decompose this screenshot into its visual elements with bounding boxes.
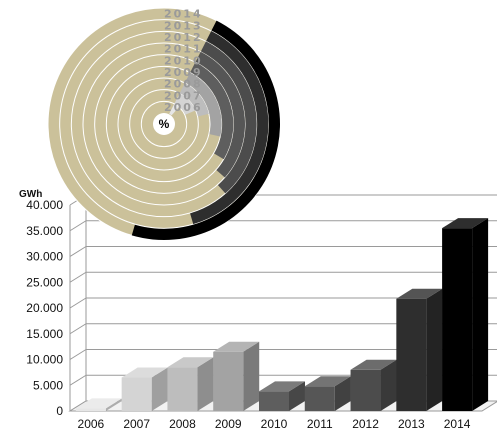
bar-front-face	[442, 228, 473, 411]
radial-segment-2008	[179, 82, 209, 117]
radial-ring-divider	[94, 54, 234, 194]
bar-front-face	[259, 391, 289, 411]
y-tick-label: 10.000	[26, 353, 63, 367]
y-tick-label: 0	[56, 404, 63, 418]
radial-ring-divider	[140, 100, 188, 148]
x-tick-label: 2009	[215, 417, 242, 431]
bar-side-face	[334, 376, 351, 411]
bar-2008	[167, 357, 214, 411]
radial-segment-2010	[190, 62, 234, 160]
bar-top-face	[442, 218, 489, 229]
y-tick-label: 35.000	[26, 224, 63, 238]
bar-front-face	[213, 351, 244, 411]
bar-front-face	[304, 386, 335, 411]
radial-ring-label: 2012	[164, 31, 203, 44]
radial-ring-label: 2006	[164, 101, 203, 114]
bar-side-face	[105, 398, 122, 411]
x-tick-label: 2007	[123, 417, 150, 431]
radial-center-label: %	[159, 117, 170, 131]
radial-ring-label: 2011	[164, 43, 203, 56]
bar-top-face	[121, 367, 168, 378]
radial-segment-2006	[169, 103, 179, 116]
bar-side-face	[289, 381, 305, 411]
radial-ring-label: 2013	[164, 19, 203, 32]
radial-ring-divider	[117, 77, 211, 171]
bar-2007	[121, 367, 168, 411]
bar-top-face	[304, 376, 351, 387]
bar-front-face	[396, 298, 427, 411]
bar-2009	[213, 341, 260, 411]
radial-ring-divider	[129, 89, 199, 159]
bar-2014	[442, 218, 489, 411]
x-axis-ticks: 2006 2007 2008 2009 2010 2011 2012 2013 2014	[78, 417, 471, 431]
radial-segment-2012	[200, 41, 257, 194]
radial-ring-label: 2009	[164, 66, 203, 79]
y-tick-label: 5.000	[33, 378, 63, 392]
bar-top-face	[350, 359, 397, 370]
x-tick-label: 2010	[261, 417, 288, 431]
radial-ring-label: 2007	[164, 89, 203, 102]
bar-side-face	[151, 367, 168, 411]
bar-front-face	[121, 377, 152, 411]
y-gridline-depth	[69, 323, 87, 335]
y-gridline-depth	[69, 246, 87, 257]
radial-center-hole	[153, 113, 175, 135]
bar-side-face	[197, 357, 214, 411]
bar-2011	[304, 376, 351, 411]
y-axis-ticks: 0 5.000 10.000 15.000 20.000 25.000 30.000 35.0…	[26, 198, 63, 418]
radial-ring-divider	[59, 19, 269, 229]
bar-series	[75, 218, 489, 411]
bar-side-face	[426, 288, 443, 411]
x-tick-label: 2006	[78, 417, 105, 431]
x-tick-label: 2011	[307, 417, 333, 431]
bar-2012	[350, 359, 397, 411]
radial-segment-2011	[195, 51, 245, 178]
bar-top-face	[259, 381, 305, 392]
radial-segment-2007	[174, 93, 196, 115]
radial-ring-label: 2014	[164, 8, 203, 21]
bar-2006	[75, 398, 122, 411]
bar-2013	[396, 288, 443, 411]
x-tick-label: 2008	[169, 417, 196, 431]
x-tick-label: 2014	[444, 417, 471, 431]
bar-side-face	[243, 341, 260, 411]
x-tick-label: 2013	[398, 417, 425, 431]
y-tick-label: 25.000	[26, 275, 63, 289]
y-gridline-depth	[69, 349, 87, 360]
y-tick-label: 20.000	[26, 301, 63, 315]
bar-side-face	[472, 218, 489, 411]
bar-top-face	[213, 341, 260, 352]
bar-front-face	[350, 369, 381, 411]
bar-front-face	[167, 367, 198, 411]
y-axis-unit-label: GWh	[19, 189, 42, 200]
bar-top-face	[167, 357, 214, 368]
radial-ring-label: 2010	[164, 54, 203, 67]
x-tick-label: 2012	[352, 417, 379, 431]
bar-top-face	[75, 398, 122, 409]
y-gridline-depth	[69, 220, 87, 232]
bar-2010	[259, 381, 305, 411]
radial-segment-2009	[185, 72, 222, 137]
y-gridline-depth	[69, 297, 87, 309]
y-gridline-depth	[69, 271, 87, 283]
y-tick-label: 40.000	[26, 198, 63, 212]
y-gridline-depth	[69, 374, 87, 386]
radial-segment-2013	[190, 30, 269, 225]
y-tick-label: 30.000	[26, 250, 63, 264]
bar-side-face	[380, 359, 397, 411]
y-tick-label: 15.000	[26, 327, 63, 341]
bar-top-face	[396, 288, 443, 299]
bar-front-face	[75, 408, 106, 411]
radial-ring-label: 2008	[164, 78, 203, 91]
